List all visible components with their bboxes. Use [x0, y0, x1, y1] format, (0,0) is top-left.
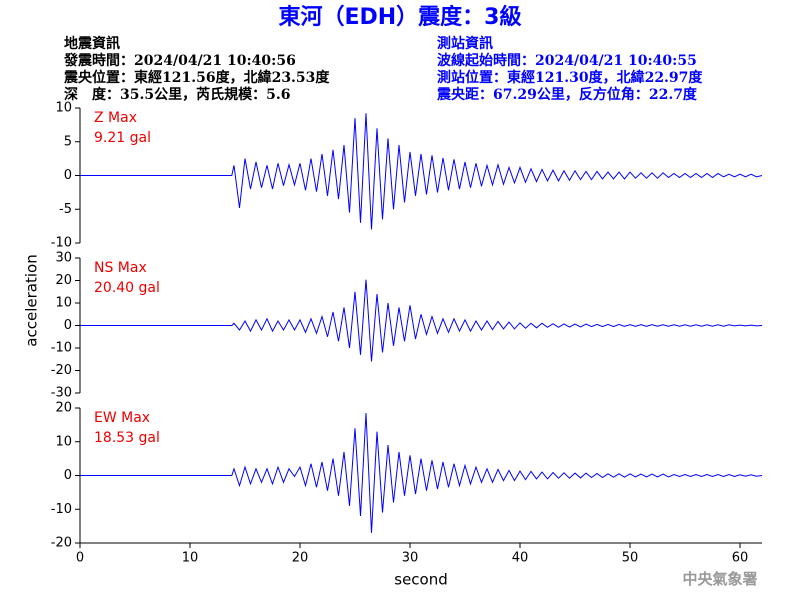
info-left: 震央位置：東經121.56度，北緯23.53度 — [63, 69, 330, 86]
waveform — [80, 412, 763, 533]
x-tick-label: 20 — [292, 551, 309, 566]
y-tick-label: 0 — [64, 468, 72, 483]
x-tick-label: 30 — [402, 551, 419, 566]
info-left: 地震資訊 — [64, 35, 120, 52]
max-label: 20.40 gal — [94, 280, 160, 296]
y-tick-label: -20 — [51, 363, 72, 378]
y-tick-label: 0 — [64, 318, 72, 333]
waveform — [80, 113, 763, 230]
x-tick-label: 10 — [182, 551, 199, 566]
y-tick-label: 30 — [55, 251, 72, 266]
y-tick-label: 5 — [64, 134, 72, 149]
y-tick-label: -10 — [51, 341, 72, 356]
y-tick-label: 10 — [55, 296, 72, 311]
max-label: 9.21 gal — [94, 130, 151, 146]
max-label: 18.53 gal — [94, 430, 160, 446]
y-tick-label: -30 — [51, 386, 72, 401]
x-tick-label: 0 — [76, 551, 84, 566]
max-label: NS Max — [94, 260, 147, 276]
info-right: 測站資訊 — [437, 35, 493, 52]
info-right: 震央距：67.29公里，反方位角：22.7度 — [436, 86, 698, 103]
y-tick-label: 20 — [55, 273, 72, 288]
y-tick-label: -10 — [51, 236, 72, 251]
info-left: 發震時間：2024/04/21 10:40:56 — [63, 52, 296, 69]
y-tick-label: -10 — [51, 502, 72, 517]
y-tick-label: -5 — [59, 202, 72, 217]
x-tick-label: 50 — [622, 551, 639, 566]
y-tick-label: -20 — [51, 536, 72, 551]
info-right: 測站位置：東經121.30度，北緯22.97度 — [437, 69, 703, 86]
max-label: EW Max — [94, 410, 150, 426]
footer: 中央氣象署 — [682, 570, 757, 588]
info-left: 深 度：35.5公里，芮氏規模：5.6 — [64, 86, 290, 103]
max-label: Z Max — [94, 110, 137, 126]
y-tick-label: 20 — [55, 401, 72, 416]
waveform — [80, 279, 763, 362]
y-tick-label: 10 — [55, 434, 72, 449]
info-right: 波線起始時間：2024/04/21 10:40:55 — [437, 52, 697, 69]
x-tick-label: 40 — [512, 551, 529, 566]
y-axis-label: acceleration — [23, 254, 41, 346]
title: 東河（EDH）震度：3級 — [278, 4, 521, 30]
y-tick-label: 10 — [55, 101, 72, 116]
x-axis-label: second — [394, 571, 448, 589]
x-tick-label: 60 — [732, 551, 749, 566]
y-tick-label: 0 — [64, 168, 72, 183]
